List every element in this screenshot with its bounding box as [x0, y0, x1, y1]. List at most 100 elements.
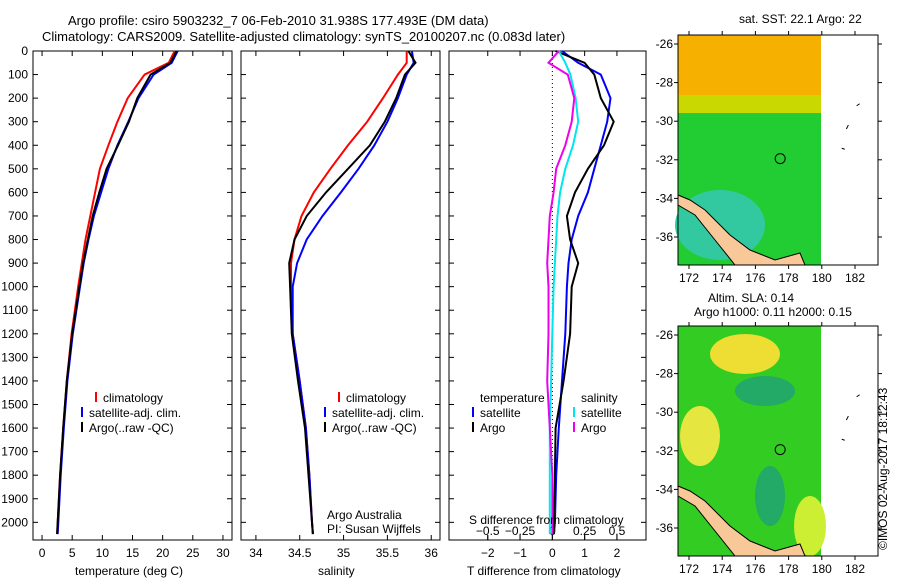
lon-tick-label: 180	[812, 562, 832, 576]
lat-tick-label: -34	[656, 482, 674, 496]
lon-tick-label: 172	[679, 562, 699, 576]
x-tick-label: 5	[69, 546, 76, 560]
x-tick-label: −2	[481, 546, 495, 560]
x-tick-label: 36	[425, 546, 439, 560]
series-line-salinity-argo	[546, 50, 576, 535]
legend-label: Argo(..raw -QC)	[332, 421, 417, 435]
sst-map-title: sat. SST: 22.1 Argo: 22	[739, 12, 862, 26]
legend-label: satellite	[480, 406, 521, 420]
y-tick-label: 1100	[2, 303, 28, 317]
y-tick-label: 500	[8, 162, 28, 176]
lon-tick-label: 174	[712, 271, 732, 285]
map-frame	[677, 325, 879, 557]
credit-stamp: ©IMOS 02-Aug-2017 18:12:43	[876, 387, 890, 550]
legend-climatology: climatology	[95, 391, 163, 405]
sla-high	[794, 496, 826, 556]
figure-subtitle: Climatology: CARS2009. Satellite-adjuste…	[42, 29, 566, 44]
y-tick-label: 1900	[1, 492, 28, 506]
argo-position-marker	[774, 153, 786, 165]
legend-label: Argo	[581, 421, 607, 435]
x-tick-label: 35.5	[376, 546, 400, 560]
lat-tick-label: -28	[656, 367, 674, 381]
legend-satellite: satellite-adj. clim.	[324, 406, 424, 420]
sla-high	[680, 406, 720, 466]
y-tick-label: 100	[8, 68, 28, 82]
series-line-temperature-argo	[553, 50, 615, 535]
y-tick-label: 1600	[1, 421, 28, 435]
legend-heading-salinity: salinity	[581, 391, 618, 405]
lon-tick-label: 176	[745, 271, 765, 285]
x-tick-label: 0	[39, 546, 46, 560]
lat-tick-label: -34	[656, 191, 674, 205]
legend-climatology: climatology	[338, 391, 406, 405]
legend-t-argo: Argo	[472, 421, 505, 435]
sla-map-title-1: Altim. SLA: 0.14	[708, 291, 795, 305]
x-axis-label-salinity: salinity	[318, 564, 355, 578]
sst-transition	[678, 95, 821, 113]
x2-tick-label: 0.5	[609, 524, 626, 538]
lat-tick-label: -26	[656, 328, 674, 342]
lon-tick-label: 172	[679, 271, 699, 285]
legend-label: Argo(..raw -QC)	[89, 421, 174, 435]
sla-low	[735, 376, 795, 406]
series-line-argo-raw-qc-	[56, 50, 178, 535]
y-tick-label: 0	[21, 44, 28, 58]
lon-tick-label: 176	[745, 562, 765, 576]
lon-tick-label: 174	[712, 562, 732, 576]
x-tick-label: 1	[581, 546, 588, 560]
x-tick-label: 15	[126, 546, 140, 560]
land-new-zealand	[677, 194, 806, 266]
lat-tick-label: -36	[656, 230, 674, 244]
lon-tick-label: 182	[845, 271, 865, 285]
legend-label: satellite-adj. clim.	[89, 406, 182, 420]
lat-tick-label: -30	[656, 405, 674, 419]
y-tick-label: 300	[8, 115, 28, 129]
x-axis-label-temperature: temperature (deg C)	[75, 564, 184, 578]
legend-argo: Argo(..raw -QC)	[81, 421, 174, 435]
lat-tick-label: -32	[656, 153, 674, 167]
lat-tick-label: -36	[656, 521, 674, 535]
y-tick-label: 800	[8, 233, 28, 247]
legend-label: Argo	[480, 421, 506, 435]
y-tick-label: 1300	[1, 350, 28, 364]
plot-frame-salinity	[240, 50, 441, 541]
sst-warm-band	[678, 35, 821, 95]
lat-tick-label: -32	[656, 444, 674, 458]
series-line-temperature-satellite	[553, 50, 612, 535]
legend-t-satellite: satellite	[472, 406, 521, 420]
y-tick-label: 1400	[1, 374, 28, 388]
legend-label: climatology	[103, 391, 164, 405]
sla-low	[755, 466, 785, 526]
x-tick-label: 25	[186, 546, 200, 560]
lat-tick-label: -28	[656, 76, 674, 90]
argo-position-marker	[774, 444, 786, 456]
islands	[841, 103, 860, 150]
x2-axis-label-sdiff: S difference from climatology	[469, 513, 624, 527]
x-tick-label: 34	[249, 546, 263, 560]
series-line-climatology	[56, 50, 176, 535]
y-tick-label: 600	[8, 185, 28, 199]
lon-tick-label: 178	[779, 562, 799, 576]
land-new-zealand	[677, 485, 806, 557]
y-tick-label: 1700	[1, 445, 28, 459]
x2-tick-label: −0.25	[505, 524, 536, 538]
y-tick-label: 1500	[1, 397, 28, 411]
legend-label: satellite	[581, 406, 622, 420]
x-tick-label: 30	[216, 546, 230, 560]
y-tick-label: 200	[8, 91, 28, 105]
x-tick-label: 10	[96, 546, 110, 560]
islands	[841, 394, 860, 441]
x-tick-label: 20	[156, 546, 170, 560]
lon-tick-label: 182	[845, 562, 865, 576]
lon-tick-label: 180	[812, 271, 832, 285]
series-line-argo-raw-qc-	[288, 50, 417, 535]
lon-tick-label: 178	[779, 271, 799, 285]
lat-tick-label: -30	[656, 114, 674, 128]
legend-argo: Argo(..raw -QC)	[324, 421, 417, 435]
legend-label: climatology	[346, 391, 407, 405]
sla-map: -26 -28 -30 -32 -34 -36 172 174 176 178 180 182	[656, 322, 882, 576]
series-line-salinity-satellite	[548, 50, 580, 535]
plot-frame-temperature	[32, 50, 233, 541]
